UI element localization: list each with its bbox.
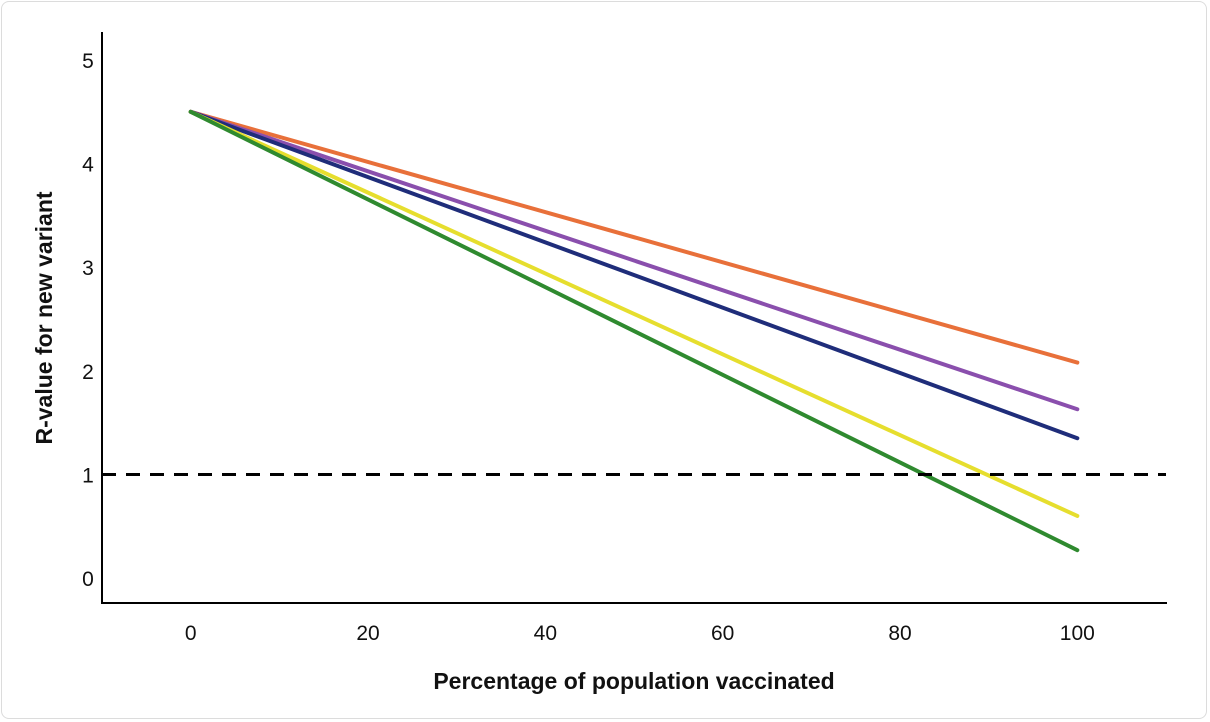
y-tick-label: 3 [82, 257, 94, 280]
x-tick-label: 40 [534, 622, 557, 645]
y-tick-label: 0 [82, 568, 94, 591]
y-axis-label: R-value for new variant [31, 191, 57, 444]
x-tick-label: 80 [888, 622, 911, 645]
x-axis-label: Percentage of population vaccinated [433, 668, 834, 694]
series-line-blue [188, 109, 1080, 441]
x-tick-label: 60 [711, 622, 734, 645]
series-line-green [188, 109, 1080, 553]
series-line-yellow [188, 109, 1080, 518]
y-tick-label: 1 [82, 464, 94, 487]
x-tick-label: 20 [356, 622, 379, 645]
y-tick-label: 5 [82, 50, 94, 73]
x-axis-ticks: 0 20 40 60 80 100 [185, 622, 1095, 645]
series-line-purple [188, 109, 1080, 412]
y-axis-ticks: 0 1 2 3 4 5 [82, 50, 94, 591]
series-lines [188, 109, 1080, 553]
series-line-orange [188, 109, 1080, 365]
y-tick-label: 4 [82, 154, 94, 177]
x-tick-label: 0 [185, 622, 197, 645]
y-tick-label: 2 [82, 361, 94, 384]
x-tick-label: 100 [1060, 622, 1095, 645]
